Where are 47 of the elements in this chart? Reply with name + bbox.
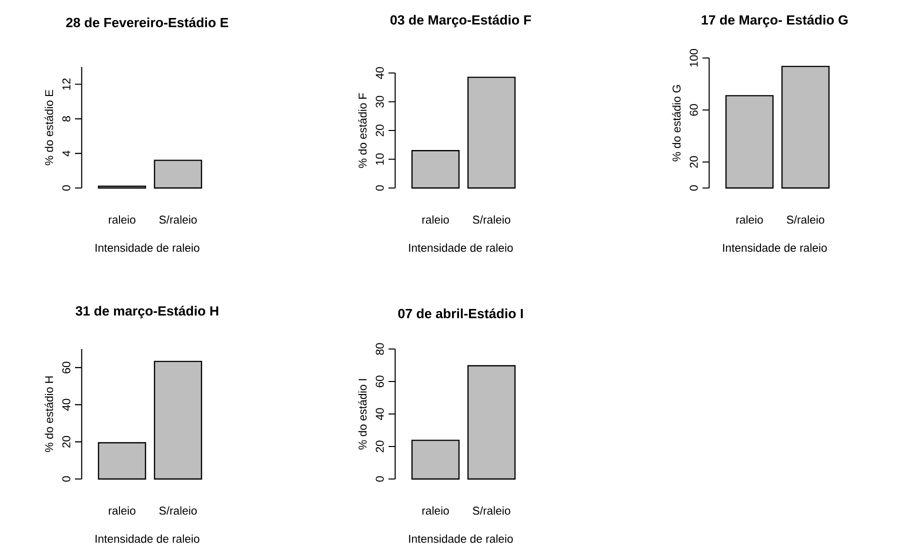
y-tick-label: 20	[376, 124, 384, 136]
y-tick-label: 60	[690, 104, 698, 116]
y-axis-title: % do estádio H	[44, 376, 54, 452]
chart-title: 07 de abril-Estádio I	[398, 308, 523, 318]
y-tick-label: 30	[376, 96, 384, 108]
x-tick-label: S/raleio	[159, 215, 197, 224]
chart-title: 28 de Fevereiro-Estádio E	[66, 17, 228, 28]
x-tick-label: raleio	[736, 215, 763, 224]
y-tick-label: 0	[376, 476, 384, 482]
y-tick-label: 100	[690, 48, 698, 67]
y-axis-title: % do estádio G	[672, 85, 681, 162]
x-tick-label: raleio	[108, 215, 136, 224]
x-tick-label: S/raleio	[159, 506, 197, 515]
x-tick-label: raleio	[422, 215, 449, 224]
y-tick-label: 0	[62, 476, 70, 482]
y-tick-label: 0	[62, 185, 70, 191]
y-tick-label: 0	[690, 185, 698, 191]
x-axis-title: Intensidade de raleio	[96, 244, 200, 252]
x-tick-label: S/raleio	[472, 215, 510, 224]
y-tick-label: 60	[62, 362, 70, 374]
y-tick-label: 4	[62, 150, 70, 156]
chart-title: 31 de março-Estádio H	[76, 306, 218, 318]
y-tick-label: 20	[690, 156, 698, 168]
y-tick-label: 40	[376, 408, 384, 420]
x-tick-label: raleio	[422, 506, 449, 515]
y-tick-label: 10	[376, 153, 384, 165]
y-tick-label: 80	[376, 343, 384, 355]
x-axis-title: Intensidade de raleio	[723, 244, 827, 252]
y-tick-label: 0	[376, 185, 384, 191]
x-axis-title: Intensidade de raleio	[409, 534, 513, 543]
y-tick-label: 40	[62, 398, 70, 411]
y-axis-title: % do estádio F	[358, 93, 367, 168]
y-tick-label: 20	[376, 440, 384, 452]
chart-title: 17 de Março- Estádio G	[702, 14, 848, 28]
y-tick-label: 40	[376, 67, 384, 80]
x-axis-title: Intensidade de raleio	[409, 244, 513, 252]
y-tick-label: 8	[62, 116, 70, 122]
x-tick-label: S/raleio	[472, 506, 510, 515]
y-tick-label: 20	[62, 436, 70, 448]
x-tick-label: raleio	[108, 506, 136, 515]
y-axis-title: % do estádio E	[44, 90, 54, 166]
y-axis-title: % do estádio I	[358, 379, 367, 450]
y-tick-label: 12	[62, 78, 70, 90]
x-axis-title: Intensidade de raleio	[96, 534, 200, 543]
y-tick-label: 60	[376, 376, 384, 388]
x-tick-label: S/raleio	[786, 215, 824, 224]
chart-title: 03 de Março-Estádio F	[390, 14, 531, 28]
